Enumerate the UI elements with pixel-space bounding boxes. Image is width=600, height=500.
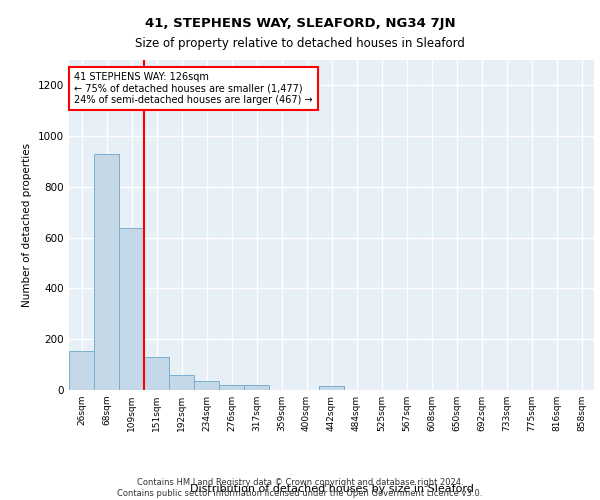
X-axis label: Distribution of detached houses by size in Sleaford: Distribution of detached houses by size … [190, 484, 473, 494]
Text: 41, STEPHENS WAY, SLEAFORD, NG34 7JN: 41, STEPHENS WAY, SLEAFORD, NG34 7JN [145, 18, 455, 30]
Bar [219, 385, 244, 390]
Text: Size of property relative to detached houses in Sleaford: Size of property relative to detached ho… [135, 38, 465, 51]
Bar [69, 350, 94, 390]
Text: 41 STEPHENS WAY: 126sqm
← 75% of detached houses are smaller (1,477)
24% of semi: 41 STEPHENS WAY: 126sqm ← 75% of detache… [74, 72, 313, 105]
Y-axis label: Number of detached properties: Number of detached properties [22, 143, 32, 307]
Bar [144, 357, 169, 390]
Bar [244, 385, 269, 390]
Bar [319, 386, 344, 390]
Bar [119, 228, 144, 390]
Bar [169, 375, 194, 390]
Bar [94, 154, 119, 390]
Text: Contains HM Land Registry data © Crown copyright and database right 2024.
Contai: Contains HM Land Registry data © Crown c… [118, 478, 482, 498]
Bar [194, 381, 219, 390]
